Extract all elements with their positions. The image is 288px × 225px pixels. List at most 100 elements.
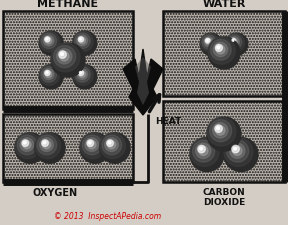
Circle shape [85, 138, 98, 152]
Circle shape [37, 135, 57, 155]
Circle shape [15, 133, 45, 164]
Text: HEAT: HEAT [155, 117, 181, 126]
Circle shape [232, 146, 242, 156]
Circle shape [42, 141, 51, 149]
Circle shape [39, 65, 60, 86]
Circle shape [190, 138, 219, 167]
Circle shape [231, 39, 236, 44]
Text: METHANE: METHANE [37, 0, 98, 9]
Circle shape [198, 146, 205, 153]
Text: WATER: WATER [202, 0, 246, 9]
Circle shape [207, 118, 241, 151]
Circle shape [206, 40, 208, 42]
Circle shape [43, 142, 46, 144]
Circle shape [226, 34, 245, 53]
Circle shape [105, 138, 118, 152]
Circle shape [190, 138, 224, 172]
Circle shape [100, 133, 130, 164]
Text: CARBON
DIOXIDE: CARBON DIOXIDE [203, 187, 245, 207]
Circle shape [60, 53, 64, 56]
Circle shape [73, 65, 97, 89]
Circle shape [45, 72, 52, 78]
Circle shape [78, 38, 84, 43]
Bar [163, 101, 285, 182]
Circle shape [205, 39, 210, 44]
Circle shape [22, 140, 29, 147]
Circle shape [77, 36, 88, 47]
Circle shape [79, 72, 82, 74]
Polygon shape [123, 50, 163, 115]
Circle shape [210, 120, 232, 142]
Circle shape [200, 147, 202, 150]
Bar [3, 115, 133, 182]
Circle shape [215, 45, 222, 52]
Circle shape [198, 146, 208, 156]
Circle shape [107, 140, 113, 147]
Circle shape [217, 127, 219, 130]
Circle shape [57, 50, 72, 65]
Circle shape [208, 38, 235, 65]
Circle shape [227, 140, 249, 162]
Circle shape [73, 32, 93, 52]
Circle shape [232, 146, 239, 153]
Circle shape [216, 46, 225, 55]
Circle shape [41, 67, 56, 83]
Text: © 2013  InspectAPedia.com: © 2013 InspectAPedia.com [54, 211, 162, 220]
Circle shape [20, 138, 34, 152]
Circle shape [42, 140, 48, 147]
Circle shape [39, 32, 60, 52]
Circle shape [211, 40, 231, 61]
Circle shape [88, 141, 96, 149]
Circle shape [75, 34, 90, 49]
Circle shape [232, 40, 234, 42]
Circle shape [46, 39, 48, 41]
Circle shape [35, 133, 65, 164]
Bar [163, 12, 285, 97]
Circle shape [224, 138, 258, 172]
Circle shape [193, 140, 215, 162]
Circle shape [200, 34, 219, 53]
Circle shape [43, 36, 54, 47]
Circle shape [51, 44, 80, 73]
Circle shape [230, 144, 245, 159]
Circle shape [22, 141, 31, 149]
Polygon shape [135, 58, 151, 106]
Circle shape [78, 71, 84, 76]
Circle shape [213, 43, 228, 57]
Circle shape [15, 133, 41, 159]
Circle shape [43, 70, 54, 80]
Circle shape [234, 147, 236, 150]
Circle shape [100, 133, 126, 159]
Circle shape [80, 133, 106, 159]
Circle shape [23, 142, 26, 144]
Circle shape [39, 65, 63, 89]
Circle shape [75, 67, 90, 83]
Circle shape [79, 72, 86, 78]
Bar [3, 12, 133, 110]
Circle shape [228, 36, 242, 50]
Circle shape [80, 133, 110, 164]
Circle shape [59, 52, 66, 59]
Circle shape [77, 70, 88, 80]
Circle shape [45, 71, 50, 76]
Circle shape [39, 32, 63, 56]
Circle shape [88, 142, 91, 144]
Circle shape [17, 135, 37, 155]
Circle shape [196, 144, 211, 159]
Circle shape [206, 40, 212, 46]
Circle shape [40, 138, 53, 152]
Circle shape [87, 140, 94, 147]
Circle shape [73, 32, 97, 56]
Circle shape [108, 142, 111, 144]
Circle shape [215, 126, 225, 135]
Text: OXYGEN: OXYGEN [33, 187, 77, 197]
Circle shape [226, 34, 248, 56]
Circle shape [204, 38, 214, 47]
Circle shape [213, 123, 228, 138]
Circle shape [107, 141, 116, 149]
Circle shape [46, 72, 48, 74]
Circle shape [35, 133, 60, 159]
Circle shape [230, 38, 239, 47]
Circle shape [202, 36, 216, 50]
Circle shape [79, 38, 86, 45]
